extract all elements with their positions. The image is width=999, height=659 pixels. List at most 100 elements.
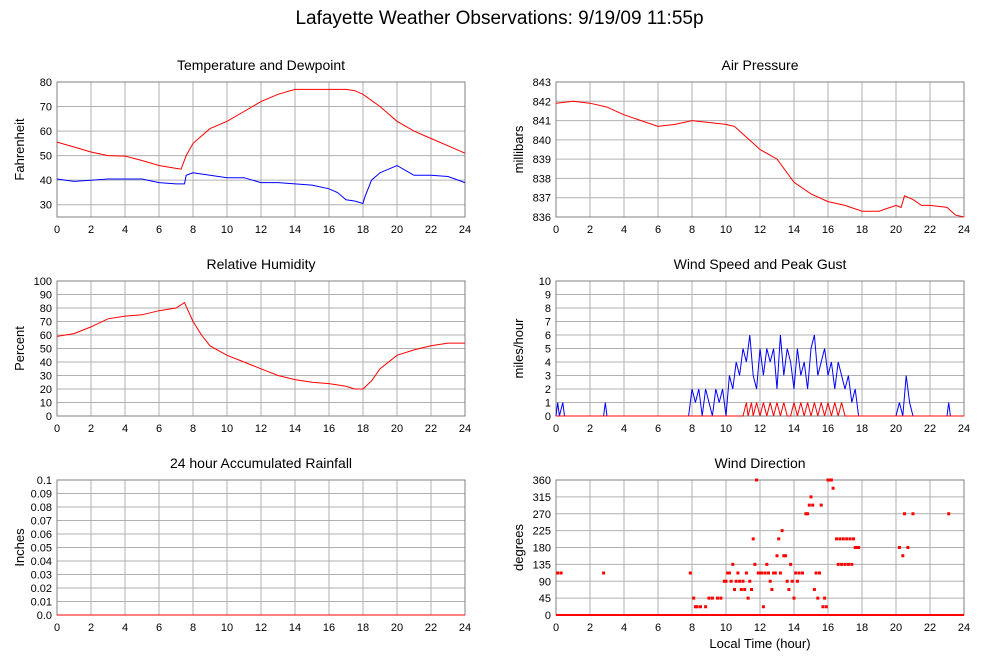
x-tick-label: 0 xyxy=(553,622,559,634)
x-tick-label: 18 xyxy=(856,423,868,435)
data-point xyxy=(777,537,781,541)
x-axis-label: Local Time (hour) xyxy=(709,636,810,651)
x-tick-label: 10 xyxy=(720,224,732,236)
chart-title: Temperature and Dewpoint xyxy=(177,57,345,73)
data-point xyxy=(775,554,779,558)
data-point xyxy=(602,571,606,575)
data-point xyxy=(840,562,844,566)
y-tick-label: 0.09 xyxy=(31,489,52,501)
y-tick-label: 30 xyxy=(40,371,52,383)
data-point xyxy=(719,596,723,600)
x-tick-label: 6 xyxy=(156,622,162,634)
data-point xyxy=(850,562,854,566)
data-point xyxy=(716,596,719,600)
data-point xyxy=(853,546,857,549)
y-axis-label: degrees xyxy=(511,524,526,571)
data-point xyxy=(770,588,774,591)
data-point xyxy=(845,537,849,541)
data-point xyxy=(811,503,815,507)
x-tick-label: 12 xyxy=(754,224,766,236)
x-tick-label: 14 xyxy=(289,423,301,435)
data-point xyxy=(733,588,736,591)
data-point xyxy=(731,562,735,566)
data-point xyxy=(782,554,786,558)
data-point xyxy=(688,571,692,575)
x-tick-label: 2 xyxy=(88,423,94,435)
data-point xyxy=(846,562,850,566)
data-point xyxy=(789,562,793,566)
x-tick-label: 16 xyxy=(323,622,335,634)
y-tick-label: 4 xyxy=(545,357,551,369)
data-point xyxy=(828,478,832,482)
data-point xyxy=(911,512,915,516)
data-point xyxy=(826,478,830,482)
x-tick-label: 18 xyxy=(357,622,369,634)
y-tick-label: 837 xyxy=(533,193,551,205)
data-point xyxy=(773,571,777,575)
y-tick-label: 135 xyxy=(533,559,551,571)
y-tick-label: 0 xyxy=(46,411,52,423)
x-tick-label: 20 xyxy=(890,423,902,435)
data-point xyxy=(743,588,747,591)
y-tick-label: 0.0 xyxy=(37,610,52,622)
data-point xyxy=(707,596,711,600)
y-tick-label: 360 xyxy=(533,475,551,487)
x-tick-label: 22 xyxy=(924,423,936,435)
data-point xyxy=(746,596,750,600)
data-point xyxy=(797,571,801,575)
data-point xyxy=(738,579,742,583)
x-tick-label: 8 xyxy=(689,622,695,634)
y-tick-label: 50 xyxy=(40,344,52,356)
data-point xyxy=(556,571,560,575)
y-tick-label: 70 xyxy=(40,317,52,329)
data-point xyxy=(852,537,855,541)
series-line-0 xyxy=(555,100,965,218)
data-point xyxy=(699,605,702,609)
x-tick-label: 20 xyxy=(391,423,403,435)
x-tick-label: 24 xyxy=(958,423,970,435)
chart-title: Air Pressure xyxy=(721,57,798,73)
data-point xyxy=(906,546,910,549)
series-line-1 xyxy=(56,164,466,205)
y-tick-label: 5 xyxy=(545,344,551,356)
data-point xyxy=(767,571,770,575)
x-tick-label: 14 xyxy=(289,224,301,236)
y-axis-label: miles/hour xyxy=(511,318,526,379)
x-tick-label: 0 xyxy=(54,622,60,634)
y-tick-label: 9 xyxy=(545,290,551,302)
x-tick-label: 16 xyxy=(323,224,335,236)
data-point xyxy=(751,537,755,541)
data-point xyxy=(819,503,823,507)
y-tick-label: 100 xyxy=(34,276,52,288)
x-tick-label: 16 xyxy=(822,423,834,435)
y-tick-label: 2 xyxy=(545,384,551,396)
data-point xyxy=(823,596,827,600)
y-tick-label: 0.03 xyxy=(31,570,52,582)
y-tick-label: 20 xyxy=(40,384,52,396)
y-tick-label: 0.08 xyxy=(31,502,52,514)
x-tick-label: 14 xyxy=(788,622,800,634)
y-tick-label: 50 xyxy=(40,151,52,163)
data-point xyxy=(756,571,760,575)
x-tick-label: 14 xyxy=(788,224,800,236)
y-tick-label: 90 xyxy=(40,290,52,302)
data-point xyxy=(559,571,563,575)
x-tick-label: 2 xyxy=(587,622,593,634)
y-axis-label: Inches xyxy=(12,528,27,567)
y-tick-label: 45 xyxy=(539,593,551,605)
y-tick-label: 180 xyxy=(533,543,551,555)
data-point xyxy=(801,571,804,575)
x-tick-label: 22 xyxy=(425,622,437,634)
x-tick-label: 6 xyxy=(655,423,661,435)
x-tick-label: 0 xyxy=(54,423,60,435)
data-point xyxy=(816,596,820,600)
x-tick-label: 8 xyxy=(190,224,196,236)
x-tick-label: 2 xyxy=(587,224,593,236)
data-point xyxy=(814,571,818,575)
data-point xyxy=(727,571,731,575)
x-tick-label: 24 xyxy=(459,622,471,634)
data-point xyxy=(760,571,764,575)
